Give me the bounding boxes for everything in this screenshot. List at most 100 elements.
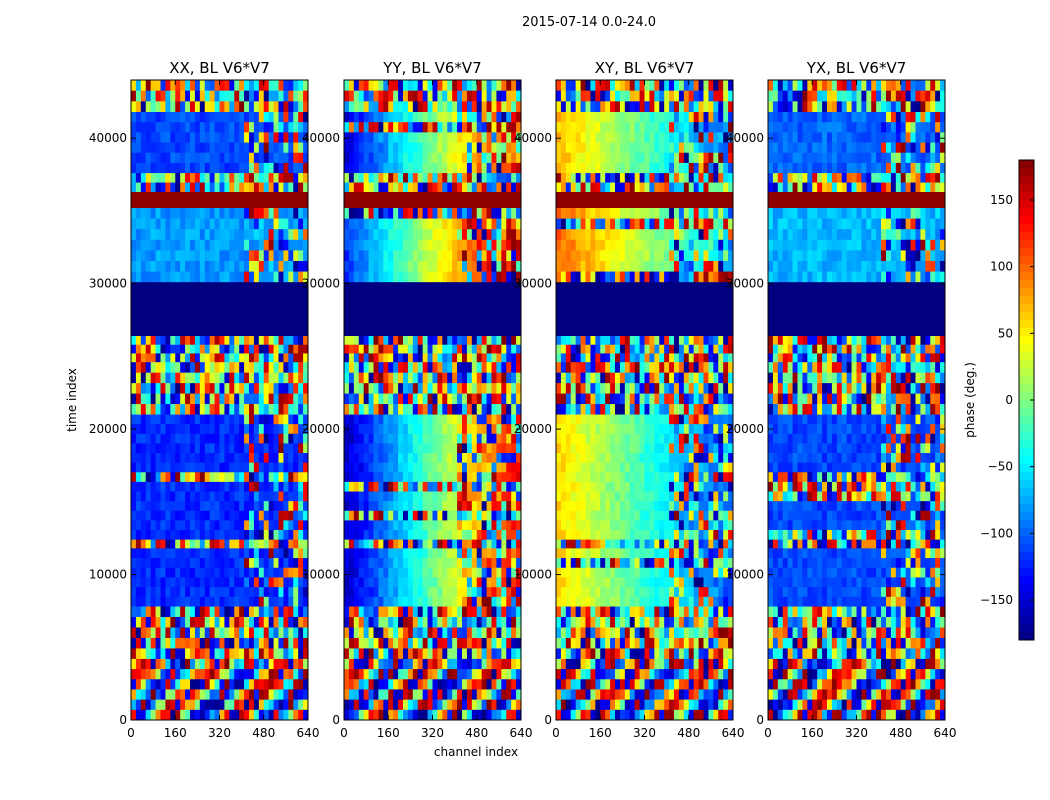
heatmap-cell bbox=[486, 699, 492, 711]
heatmap-cell bbox=[135, 101, 142, 113]
heatmap-cell bbox=[234, 530, 240, 541]
heatmap-cell bbox=[224, 606, 230, 618]
heatmap-cell bbox=[373, 404, 379, 415]
heatmap-cell bbox=[170, 250, 176, 262]
heatmap-cell bbox=[268, 520, 274, 531]
heatmap-cell bbox=[298, 152, 304, 164]
heatmap-cell bbox=[145, 325, 152, 337]
heatmap-cell bbox=[298, 260, 304, 272]
heatmap-cell bbox=[131, 596, 137, 607]
heatmap-cell bbox=[417, 292, 424, 305]
heatmap-cell bbox=[560, 90, 567, 102]
heatmap-cell bbox=[398, 122, 404, 133]
heatmap-cell bbox=[466, 627, 473, 639]
heatmap-cell bbox=[344, 637, 350, 649]
heatmap-cell bbox=[417, 669, 424, 680]
heatmap-cell bbox=[496, 577, 502, 588]
heatmap-cell bbox=[239, 353, 245, 363]
heatmap-cell bbox=[639, 80, 645, 92]
heatmap-cell bbox=[288, 689, 294, 701]
heatmap-cell bbox=[368, 218, 374, 230]
heatmap-cell bbox=[363, 617, 369, 628]
heatmap-cell bbox=[283, 577, 289, 588]
heatmap-cell bbox=[150, 208, 156, 219]
heatmap-cell bbox=[199, 132, 206, 143]
heatmap-cell bbox=[175, 501, 181, 512]
heatmap-cell bbox=[199, 173, 206, 183]
heatmap-cell bbox=[204, 383, 211, 394]
heatmap-cell bbox=[204, 481, 211, 492]
heatmap-cell bbox=[165, 606, 171, 618]
heatmap-cell bbox=[422, 80, 428, 92]
heatmap-cell bbox=[506, 372, 512, 384]
heatmap-cell bbox=[209, 80, 215, 92]
heatmap-cell bbox=[403, 433, 409, 444]
heatmap-cell bbox=[185, 192, 191, 201]
heatmap-cell bbox=[155, 443, 161, 454]
heatmap-cell bbox=[417, 481, 424, 492]
heatmap-cell bbox=[417, 282, 424, 294]
heatmap-cell bbox=[253, 152, 260, 164]
heatmap-cell bbox=[471, 501, 478, 512]
heatmap-cell bbox=[427, 101, 433, 113]
heatmap-cell bbox=[283, 303, 289, 315]
heatmap-cell bbox=[263, 239, 270, 251]
heatmap-cell bbox=[674, 101, 680, 113]
heatmap-cell bbox=[263, 314, 270, 326]
heatmap-cell bbox=[442, 699, 448, 711]
heatmap-cell bbox=[219, 414, 225, 425]
heatmap-cell bbox=[373, 606, 379, 618]
heatmap-cell bbox=[442, 353, 448, 363]
heatmap-cell bbox=[442, 481, 448, 492]
heatmap-cell bbox=[610, 90, 616, 102]
heatmap-cell bbox=[209, 433, 215, 444]
heatmap-cell bbox=[718, 112, 724, 123]
heatmap-cell bbox=[288, 539, 294, 549]
heatmap-cell bbox=[368, 250, 374, 262]
heatmap-cell bbox=[654, 90, 660, 102]
heatmap-cell bbox=[610, 80, 616, 92]
heatmap-cell bbox=[135, 472, 142, 483]
heatmap-cell bbox=[214, 424, 220, 435]
heatmap-cell bbox=[283, 491, 289, 502]
heatmap-cell bbox=[209, 587, 215, 598]
heatmap-cell bbox=[268, 142, 274, 154]
heatmap-cell bbox=[708, 152, 714, 164]
heatmap-cell bbox=[224, 627, 230, 639]
heatmap-cell bbox=[491, 414, 497, 425]
heatmap-cell bbox=[398, 648, 404, 660]
heatmap-cell bbox=[209, 414, 215, 425]
heatmap-cell bbox=[516, 699, 522, 711]
heatmap-cell bbox=[412, 491, 419, 502]
heatmap-cell bbox=[353, 510, 360, 521]
heatmap-cell bbox=[516, 362, 522, 374]
heatmap-cell bbox=[155, 689, 161, 701]
heatmap-cell bbox=[170, 637, 176, 649]
heatmap-cell bbox=[373, 112, 379, 123]
heatmap-cell bbox=[486, 689, 492, 701]
y-tick-label: 20000 bbox=[302, 422, 340, 436]
heatmap-cell bbox=[437, 344, 443, 354]
heatmap-cell bbox=[140, 637, 147, 649]
heatmap-cell bbox=[427, 192, 433, 201]
heatmap-cell bbox=[348, 404, 355, 415]
heatmap-cell bbox=[511, 709, 517, 721]
heatmap-cell bbox=[185, 699, 191, 711]
heatmap-cell bbox=[244, 271, 250, 283]
heatmap-cell bbox=[432, 383, 438, 394]
heatmap-cell bbox=[486, 577, 492, 588]
heatmap-cell bbox=[165, 689, 171, 701]
heatmap-cell bbox=[229, 596, 235, 607]
heatmap-cell bbox=[703, 122, 709, 133]
heatmap-cell bbox=[427, 520, 433, 531]
heatmap-cell bbox=[219, 200, 225, 209]
heatmap-cell bbox=[165, 353, 171, 363]
heatmap-cell bbox=[165, 229, 171, 241]
heatmap-cell bbox=[160, 260, 166, 272]
heatmap-cell bbox=[348, 101, 355, 113]
heatmap-cell bbox=[471, 414, 478, 425]
heatmap-cell bbox=[170, 152, 176, 164]
heatmap-cell bbox=[209, 122, 215, 133]
heatmap-cell bbox=[466, 606, 473, 618]
heatmap-cell bbox=[501, 462, 507, 473]
